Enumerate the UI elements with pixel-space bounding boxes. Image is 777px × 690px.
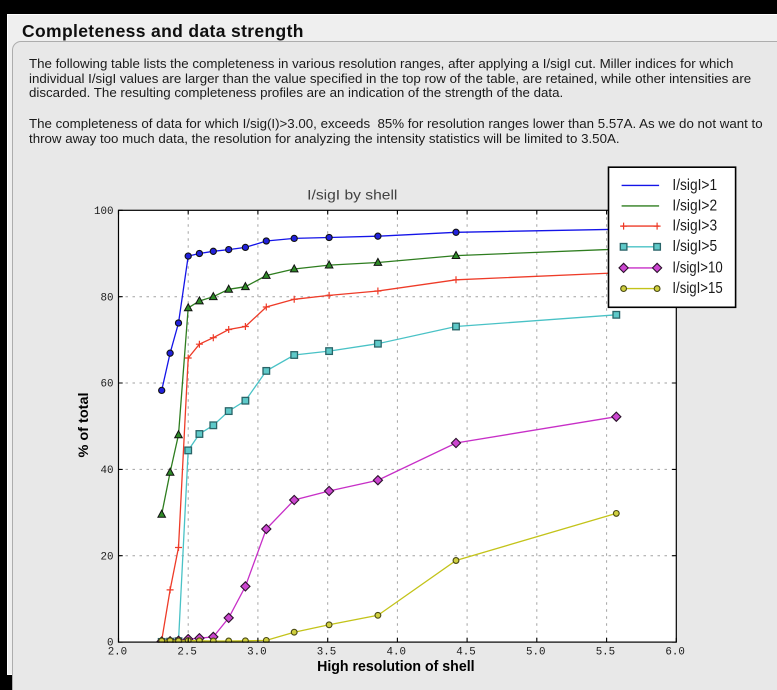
svg-text:3.0: 3.0: [247, 646, 267, 658]
svg-text:2.0: 2.0: [108, 646, 128, 658]
svg-text:4.5: 4.5: [456, 646, 476, 658]
svg-text:I/sigI>3: I/sigI>3: [672, 218, 717, 235]
svg-text:2.5: 2.5: [177, 646, 197, 658]
svg-text:40: 40: [101, 465, 114, 477]
svg-text:20: 20: [101, 551, 114, 563]
svg-text:0: 0: [107, 638, 114, 650]
svg-text:I/sigI>10: I/sigI>10: [672, 259, 722, 276]
svg-text:I/sigI>2: I/sigI>2: [672, 197, 717, 214]
svg-text:60: 60: [101, 379, 114, 391]
svg-text:High resolution of shell: High resolution of shell: [317, 658, 475, 675]
svg-text:3.5: 3.5: [317, 646, 337, 658]
svg-text:I/sigI>5: I/sigI>5: [672, 238, 717, 255]
svg-text:5.5: 5.5: [596, 646, 616, 658]
svg-text:80: 80: [101, 292, 114, 304]
svg-text:I/sigI>1: I/sigI>1: [672, 177, 717, 194]
svg-text:% of total: % of total: [75, 393, 91, 458]
svg-text:5.0: 5.0: [526, 646, 546, 658]
svg-text:I/sigI by shell: I/sigI by shell: [307, 187, 397, 203]
svg-text:6.0: 6.0: [665, 646, 685, 658]
svg-text:4.0: 4.0: [387, 646, 407, 658]
svg-text:100: 100: [94, 206, 114, 218]
svg-text:I/sigI>15: I/sigI>15: [672, 280, 722, 297]
